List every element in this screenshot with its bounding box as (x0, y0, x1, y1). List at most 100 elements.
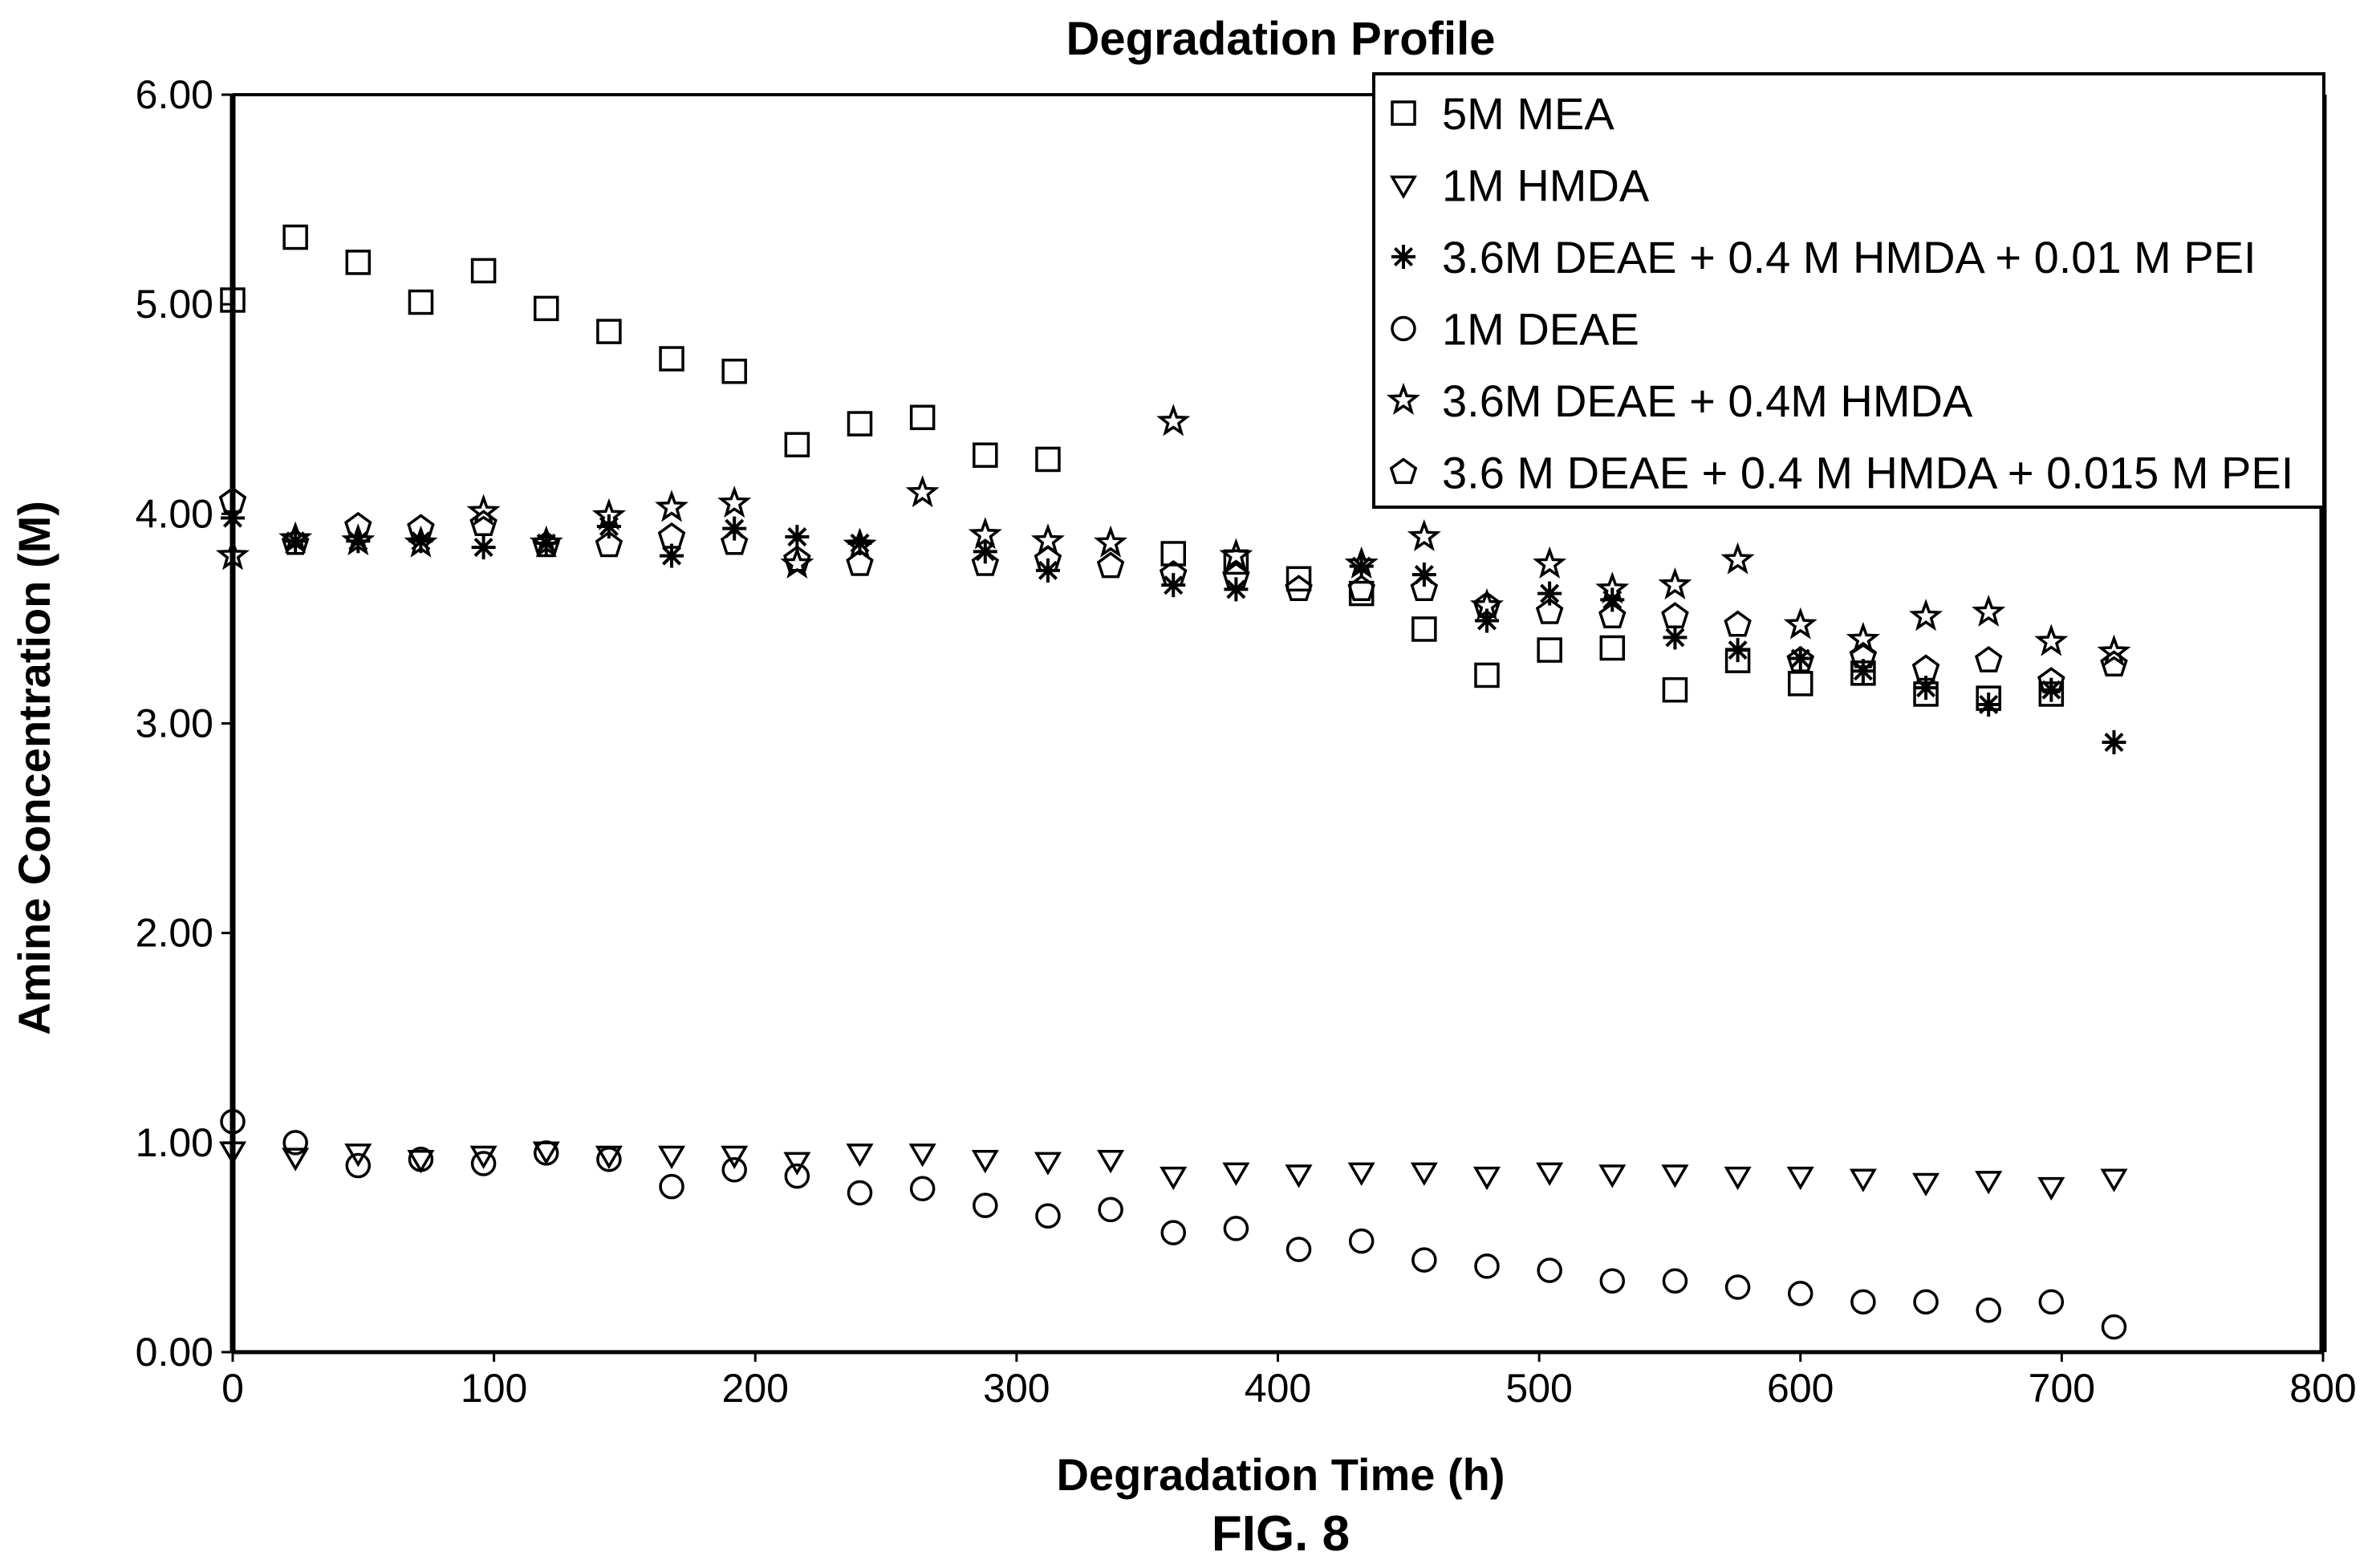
triangle-down-point (1724, 1166, 1752, 1191)
square-point (1662, 676, 1688, 703)
triangle-down-point (2100, 1168, 2128, 1192)
pentagon-point (1661, 602, 1689, 628)
circle-point (408, 1146, 434, 1172)
star-point (1658, 567, 1692, 600)
circle-point (1599, 1268, 1626, 1294)
pentagon-point (407, 514, 435, 541)
triangle-down-point (1222, 1162, 1250, 1186)
legend-label: 3.6M DEAE + 0.4 M HMDA + 0.01 M PEI (1442, 232, 2256, 282)
square-point (1285, 566, 1312, 592)
circle-point (470, 1151, 497, 1176)
pentagon-point (1724, 610, 1752, 637)
circle-point (847, 1180, 873, 1206)
pentagon-point (1598, 602, 1627, 628)
star-point (1219, 538, 1253, 571)
pentagon-point (1347, 575, 1375, 602)
legend-marker-pentagon (1389, 457, 1418, 485)
circle-point (1850, 1289, 1876, 1315)
y-tick-label: 1.00 (136, 1120, 213, 1165)
square-point (1348, 580, 1375, 607)
y-axis-title: Amine Concentration (M) (9, 501, 59, 1035)
asterisk-point (1725, 638, 1750, 663)
star-point (905, 475, 940, 508)
x-tick-label: 300 (983, 1366, 1050, 1411)
triangle-down-point (1347, 1162, 1375, 1186)
star-point (655, 489, 689, 522)
triangle-down-point (1786, 1166, 1814, 1191)
circle-point (784, 1163, 810, 1189)
x-tick-label: 700 (2029, 1366, 2095, 1411)
pentagon-point (344, 511, 372, 538)
star-point (466, 494, 501, 526)
chart-title: Degradation Profile (1066, 13, 1496, 65)
legend-marker-circle (1391, 315, 1416, 342)
triangle-down-point (1912, 1172, 1940, 1196)
circle-point (2101, 1314, 2127, 1340)
pentagon-point (1974, 646, 2003, 672)
series-5m-mea (220, 224, 2065, 711)
pentagon-point (2100, 650, 2128, 677)
triangle-down-point (1536, 1162, 1564, 1186)
pentagon-point (846, 549, 874, 576)
pentagon-point (720, 528, 749, 555)
pentagon-point (1911, 654, 1940, 681)
star-point (1720, 542, 1755, 575)
circle-point (1976, 1298, 2001, 1323)
triangle-down-point (1097, 1149, 1125, 1174)
star-point (968, 517, 1002, 550)
asterisk-point (2102, 730, 2126, 755)
triangle-down-point (1034, 1152, 1062, 1176)
circle-point (596, 1146, 622, 1172)
star-point (404, 525, 438, 558)
legend-label: 5M MEA (1442, 88, 1614, 139)
square-point (1537, 637, 1562, 663)
pentagon-point (971, 549, 1000, 576)
circle-point (2038, 1289, 2065, 1315)
square-point (1411, 616, 1437, 642)
pentagon-point (469, 510, 498, 537)
legend-label: 3.6 M DEAE + 0.4 M HMDA + 0.015 M PEI (1442, 448, 2293, 498)
star-point (1156, 404, 1191, 437)
star-point (341, 523, 376, 556)
legend-box (1372, 72, 2325, 509)
asterisk-point (471, 535, 496, 560)
figure-label: FIG. 8 (1212, 1506, 1350, 1562)
triangle-down-point (721, 1145, 749, 1169)
asterisk-point (1850, 659, 1875, 684)
pentagon-point (1410, 575, 1439, 602)
y-tick-label: 3.00 (136, 701, 213, 746)
y-tick-label: 4.00 (136, 491, 213, 536)
square-point (596, 319, 622, 344)
asterisk-point (1537, 581, 1562, 606)
pentagon-point (1849, 641, 1878, 668)
circle-point (1285, 1237, 1312, 1262)
star-point (1783, 607, 1817, 640)
circle-point (1223, 1216, 1249, 1241)
circle-point (1348, 1228, 1375, 1254)
asterisk-point (785, 525, 810, 550)
triangle-down-point (1849, 1168, 1877, 1192)
legend-marker-triangle-down (1389, 175, 1418, 199)
y-tick-label: 5.00 (136, 282, 213, 327)
legend-label: 3.6M DEAE + 0.4M HMDA (1442, 376, 1973, 426)
square-point (784, 432, 810, 457)
square-point (1160, 541, 1186, 567)
circle-point (345, 1152, 372, 1179)
circle-point (1537, 1257, 1562, 1283)
circle-point (1411, 1247, 1437, 1273)
pentagon-point (783, 545, 811, 572)
triangle-down-point (1160, 1166, 1188, 1191)
triangle-down-point (1661, 1164, 1689, 1188)
x-axis-title: Degradation Time (h) (1056, 1449, 1505, 1500)
pentagon-point (1535, 597, 1564, 624)
circle-point (659, 1173, 684, 1200)
x-tick-label: 0 (221, 1366, 244, 1411)
square-point (534, 295, 559, 322)
series-1m-deae (220, 1108, 2127, 1340)
circle-point (1160, 1220, 1186, 1245)
circle-point (1035, 1203, 1061, 1229)
circle-point (282, 1130, 308, 1156)
square-point (1035, 446, 1061, 473)
triangle-down-point (1472, 1166, 1501, 1191)
x-tick-label: 600 (1767, 1366, 1834, 1411)
